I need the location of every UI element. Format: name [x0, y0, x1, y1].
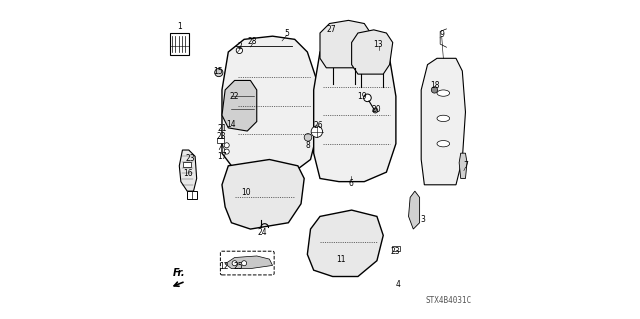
- Bar: [216, 138, 224, 143]
- Text: 28: 28: [248, 37, 257, 46]
- Circle shape: [214, 69, 223, 77]
- Text: 3: 3: [420, 215, 425, 224]
- Text: 23: 23: [216, 132, 226, 141]
- Circle shape: [304, 134, 312, 141]
- Ellipse shape: [437, 141, 450, 147]
- Text: 14: 14: [226, 120, 236, 129]
- Text: 9: 9: [439, 30, 444, 39]
- Text: 26: 26: [314, 121, 323, 130]
- Text: 25: 25: [234, 262, 243, 271]
- Text: 22: 22: [229, 92, 239, 101]
- Text: 24: 24: [257, 228, 267, 237]
- Polygon shape: [314, 36, 396, 182]
- Text: Fr.: Fr.: [173, 268, 186, 278]
- Polygon shape: [421, 58, 465, 185]
- Text: STX4B4031C: STX4B4031C: [426, 296, 472, 305]
- Polygon shape: [222, 160, 304, 229]
- Polygon shape: [408, 191, 420, 229]
- Circle shape: [241, 261, 246, 266]
- Text: 6: 6: [349, 179, 353, 188]
- Circle shape: [311, 126, 323, 137]
- Text: 12: 12: [219, 262, 228, 271]
- Text: 11: 11: [336, 255, 346, 263]
- Text: 17: 17: [217, 152, 227, 161]
- Circle shape: [364, 94, 371, 102]
- Text: 4: 4: [396, 280, 401, 289]
- Bar: [187, 191, 196, 199]
- Text: 7: 7: [463, 161, 468, 170]
- Polygon shape: [307, 210, 383, 277]
- Text: 5: 5: [284, 28, 289, 38]
- Circle shape: [224, 149, 229, 154]
- Bar: [170, 33, 189, 55]
- Polygon shape: [179, 150, 196, 191]
- Text: 8: 8: [306, 141, 310, 150]
- Text: 15: 15: [212, 67, 222, 76]
- Polygon shape: [320, 20, 371, 68]
- Circle shape: [232, 261, 237, 266]
- Circle shape: [224, 143, 229, 148]
- Text: 18: 18: [429, 81, 439, 90]
- Bar: [184, 162, 191, 167]
- Text: 20: 20: [371, 105, 381, 114]
- Text: 27: 27: [326, 25, 336, 34]
- Polygon shape: [225, 256, 273, 269]
- Text: 1: 1: [177, 22, 182, 31]
- Text: 23: 23: [186, 154, 195, 163]
- Text: 19: 19: [358, 92, 367, 101]
- Text: 16: 16: [183, 169, 193, 178]
- Circle shape: [373, 108, 378, 113]
- Text: 13: 13: [374, 40, 383, 48]
- Text: 2: 2: [238, 42, 243, 51]
- Text: 21: 21: [218, 124, 227, 133]
- FancyBboxPatch shape: [220, 251, 274, 275]
- Polygon shape: [459, 153, 467, 178]
- Text: 23: 23: [390, 247, 400, 256]
- Bar: [392, 246, 400, 250]
- Text: 10: 10: [241, 188, 250, 197]
- Ellipse shape: [437, 115, 450, 122]
- Circle shape: [236, 47, 243, 54]
- Polygon shape: [222, 36, 317, 172]
- Ellipse shape: [437, 90, 450, 96]
- Polygon shape: [222, 80, 257, 131]
- Polygon shape: [351, 30, 393, 74]
- Circle shape: [431, 87, 438, 93]
